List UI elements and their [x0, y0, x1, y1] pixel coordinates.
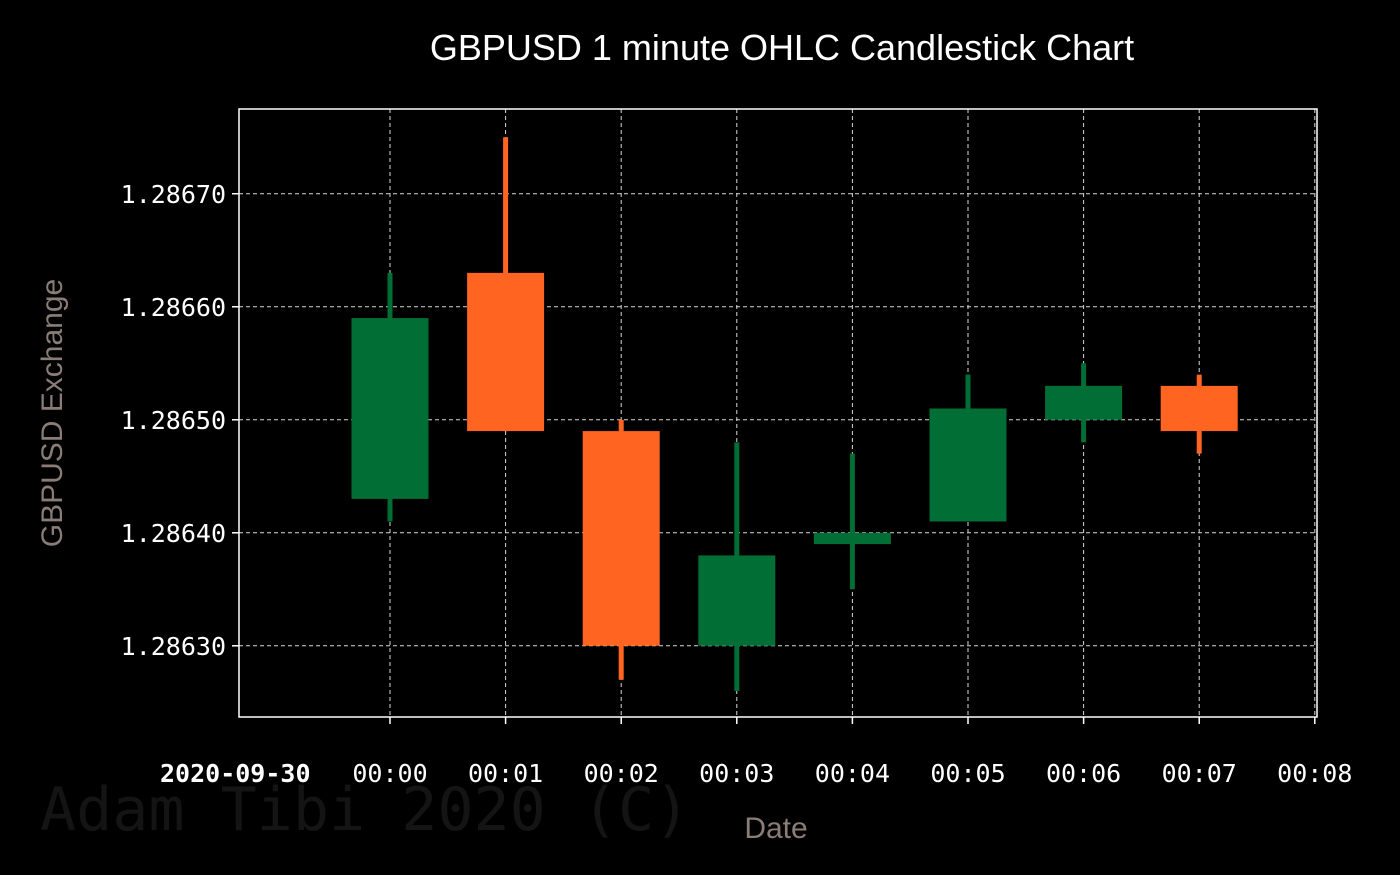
y-axis-label: GBPUSD Exchange [36, 279, 69, 547]
chart-title: GBPUSD 1 minute OHLC Candlestick Chart [430, 27, 1134, 68]
candle-down [582, 419, 660, 680]
y-tick-label: 1.28660 [121, 293, 226, 322]
x-tick-label: 00:07 [1162, 759, 1237, 788]
candles [351, 137, 1238, 692]
candle-down [467, 137, 545, 432]
candle-up [1045, 363, 1123, 443]
y-tick-label: 1.28670 [121, 180, 226, 209]
candle-up [351, 272, 429, 522]
y-axis-ticks: 1.28630 1.28640 1.28650 1.28660 1.28670 [121, 180, 239, 661]
x-axis-label: Date [744, 812, 807, 845]
x-tick-label: 00:01 [468, 759, 543, 788]
candle-body [582, 431, 660, 646]
y-tick-label: 1.28630 [121, 632, 226, 661]
x-tick-label: 00:04 [815, 759, 890, 788]
x-tick-label: 00:05 [930, 759, 1005, 788]
y-tick-label: 1.28650 [121, 406, 226, 435]
candle-up [813, 453, 891, 590]
x-axis-date-label: 2020-09-30 [160, 759, 311, 788]
candle-body [1160, 385, 1238, 432]
candle-body [813, 532, 891, 545]
x-axis-ticks: 00:00 00:01 00:02 00:03 00:04 00:05 00:06 00:07… [352, 717, 1352, 788]
candle-down [1160, 374, 1238, 454]
candle-body [929, 408, 1007, 522]
x-tick-label: 00:08 [1277, 759, 1352, 788]
candle-up [929, 374, 1007, 522]
watermark-text: Adam Tibi 2020 (C) [40, 775, 690, 845]
plot-frame [238, 108, 1318, 718]
x-tick-label: 00:00 [352, 759, 427, 788]
x-tick-label: 00:03 [699, 759, 774, 788]
y-tick-label: 1.28640 [121, 519, 226, 548]
candle-body [467, 272, 545, 432]
candle-up [698, 442, 776, 692]
x-tick-label: 00:02 [584, 759, 659, 788]
candle-body [1045, 385, 1123, 420]
candle-body [351, 318, 429, 499]
candle-body [698, 555, 776, 646]
x-tick-label: 00:06 [1046, 759, 1121, 788]
